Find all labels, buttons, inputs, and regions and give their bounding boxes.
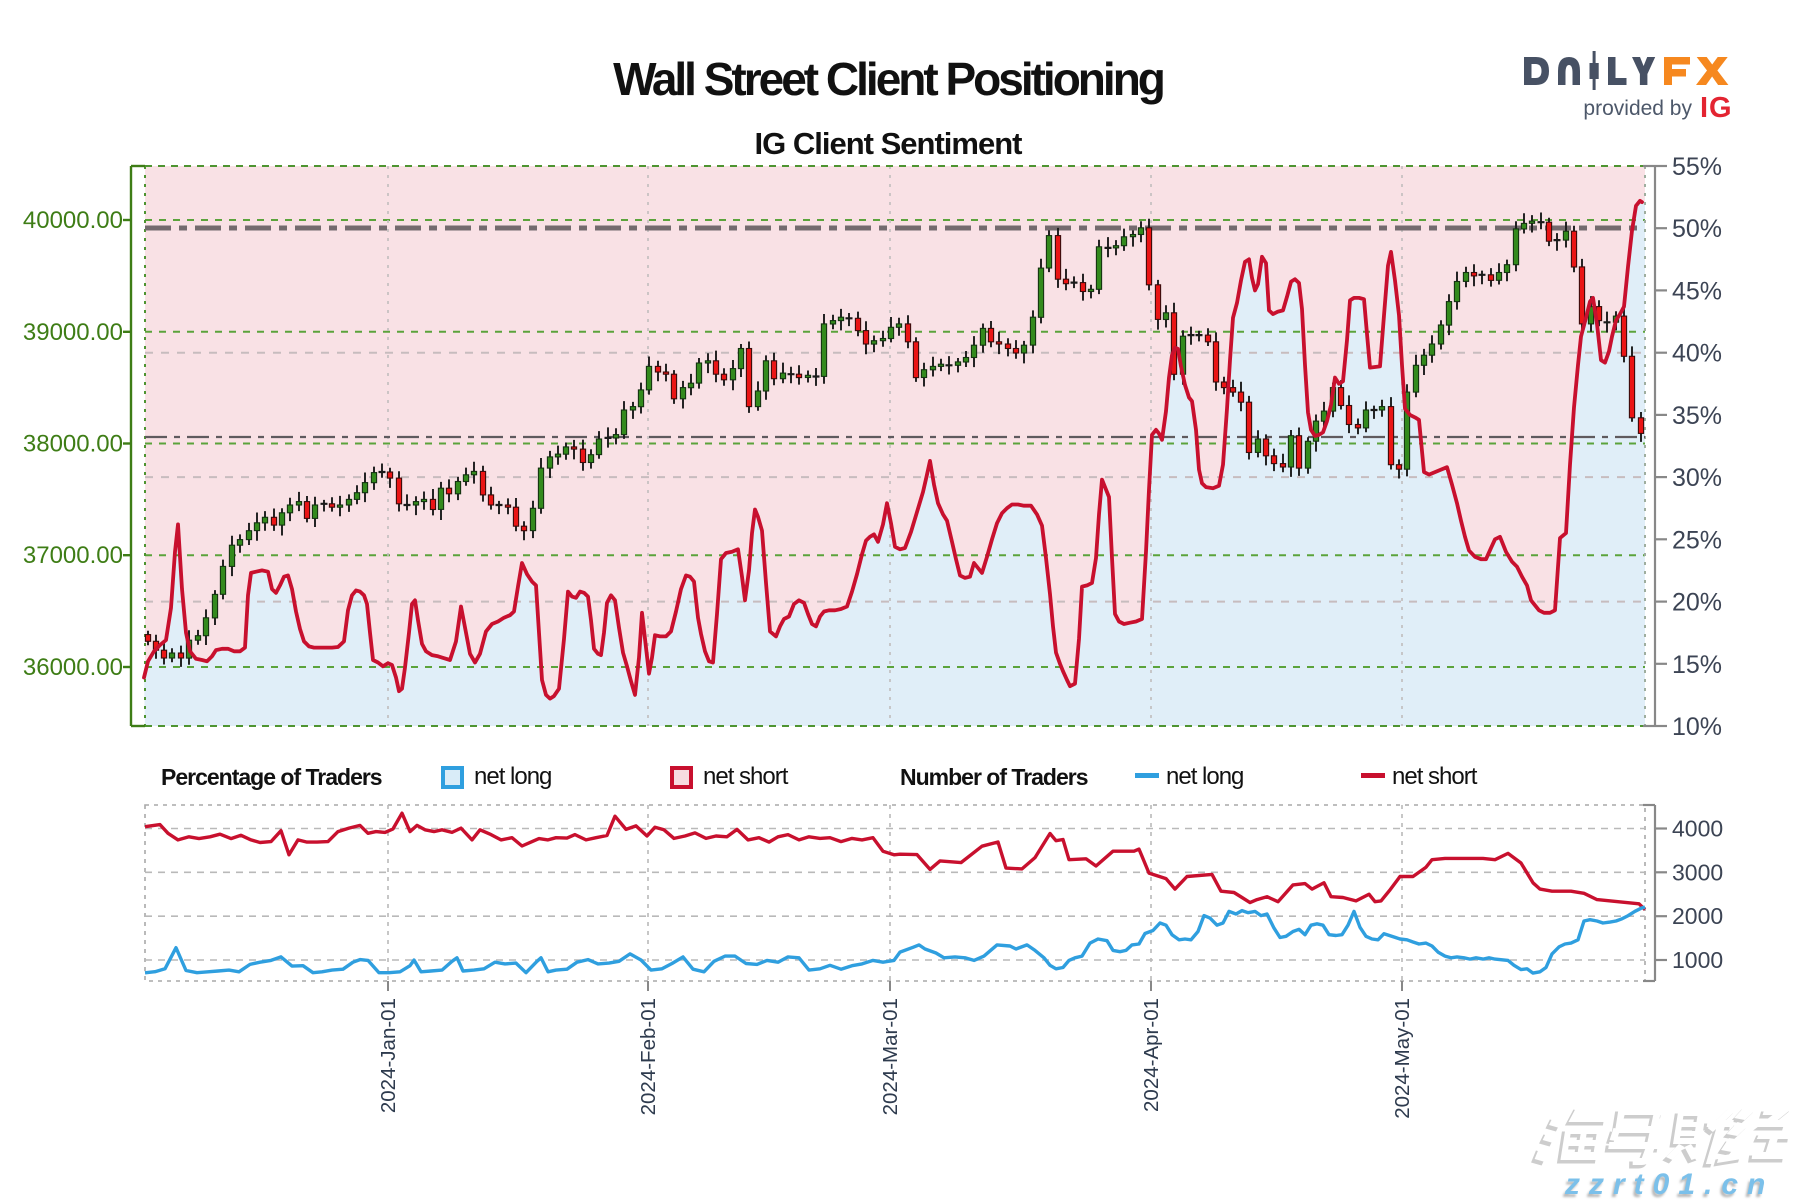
svg-text:20%: 20% xyxy=(1672,589,1722,617)
svg-text:38000.00: 38000.00 xyxy=(23,431,123,458)
svg-text:2024-Apr-01: 2024-Apr-01 xyxy=(1140,998,1163,1112)
svg-text:4000: 4000 xyxy=(1672,816,1723,842)
svg-text:provided by: provided by xyxy=(1583,97,1692,120)
svg-text:2024-May-01: 2024-May-01 xyxy=(1391,998,1414,1119)
svg-text:37000.00: 37000.00 xyxy=(23,542,123,569)
svg-text:25%: 25% xyxy=(1672,526,1722,554)
svg-text:IG: IG xyxy=(1700,92,1733,124)
svg-text:15%: 15% xyxy=(1672,651,1722,679)
svg-text:40000.00: 40000.00 xyxy=(23,207,123,234)
svg-text:1000: 1000 xyxy=(1672,947,1723,973)
svg-text:2000: 2000 xyxy=(1672,903,1723,929)
svg-text:2024-Jan-01: 2024-Jan-01 xyxy=(377,998,400,1113)
svg-text:30%: 30% xyxy=(1672,464,1722,492)
svg-text:50%: 50% xyxy=(1672,215,1722,243)
svg-text:2024-Feb-01: 2024-Feb-01 xyxy=(637,998,660,1115)
svg-text:10%: 10% xyxy=(1672,713,1722,741)
svg-text:39000.00: 39000.00 xyxy=(23,319,123,346)
svg-text:2024-Mar-01: 2024-Mar-01 xyxy=(879,998,902,1115)
svg-text:36000.00: 36000.00 xyxy=(23,654,123,681)
svg-text:35%: 35% xyxy=(1672,402,1722,430)
svg-text:40%: 40% xyxy=(1672,340,1722,368)
svg-text:45%: 45% xyxy=(1672,277,1722,305)
svg-text:3000: 3000 xyxy=(1672,859,1723,885)
svg-text:55%: 55% xyxy=(1672,153,1722,181)
